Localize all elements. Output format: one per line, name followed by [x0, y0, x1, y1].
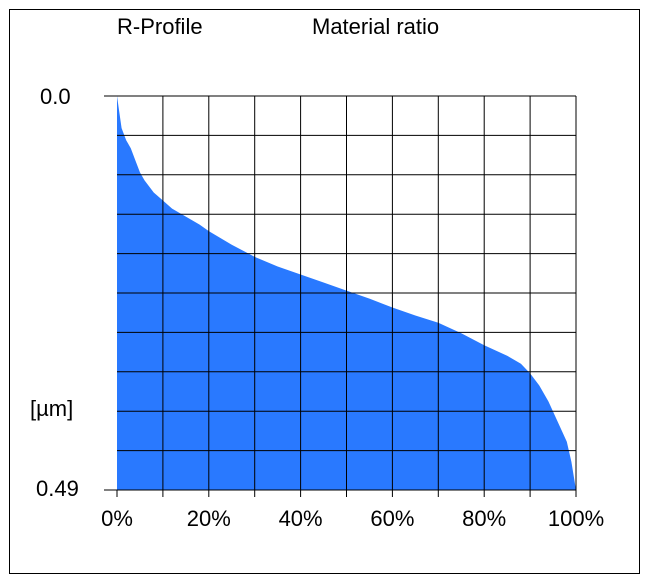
x-tick-label: 60% [370, 506, 414, 531]
y-tick-label-top: 0.0 [40, 84, 71, 109]
chart-frame [9, 9, 640, 574]
x-tick-label: 80% [462, 506, 506, 531]
x-tick-label: 40% [279, 506, 323, 531]
chart-subtitle: Material ratio [312, 14, 440, 39]
chart-title: R-Profile [117, 14, 203, 39]
x-tick-label: 20% [187, 506, 231, 531]
x-tick-label: 100% [548, 506, 604, 531]
y-axis-unit-label: [µm] [30, 396, 74, 421]
y-tick-label-bottom: 0.49 [36, 476, 79, 501]
x-tick-label: 0% [101, 506, 133, 531]
